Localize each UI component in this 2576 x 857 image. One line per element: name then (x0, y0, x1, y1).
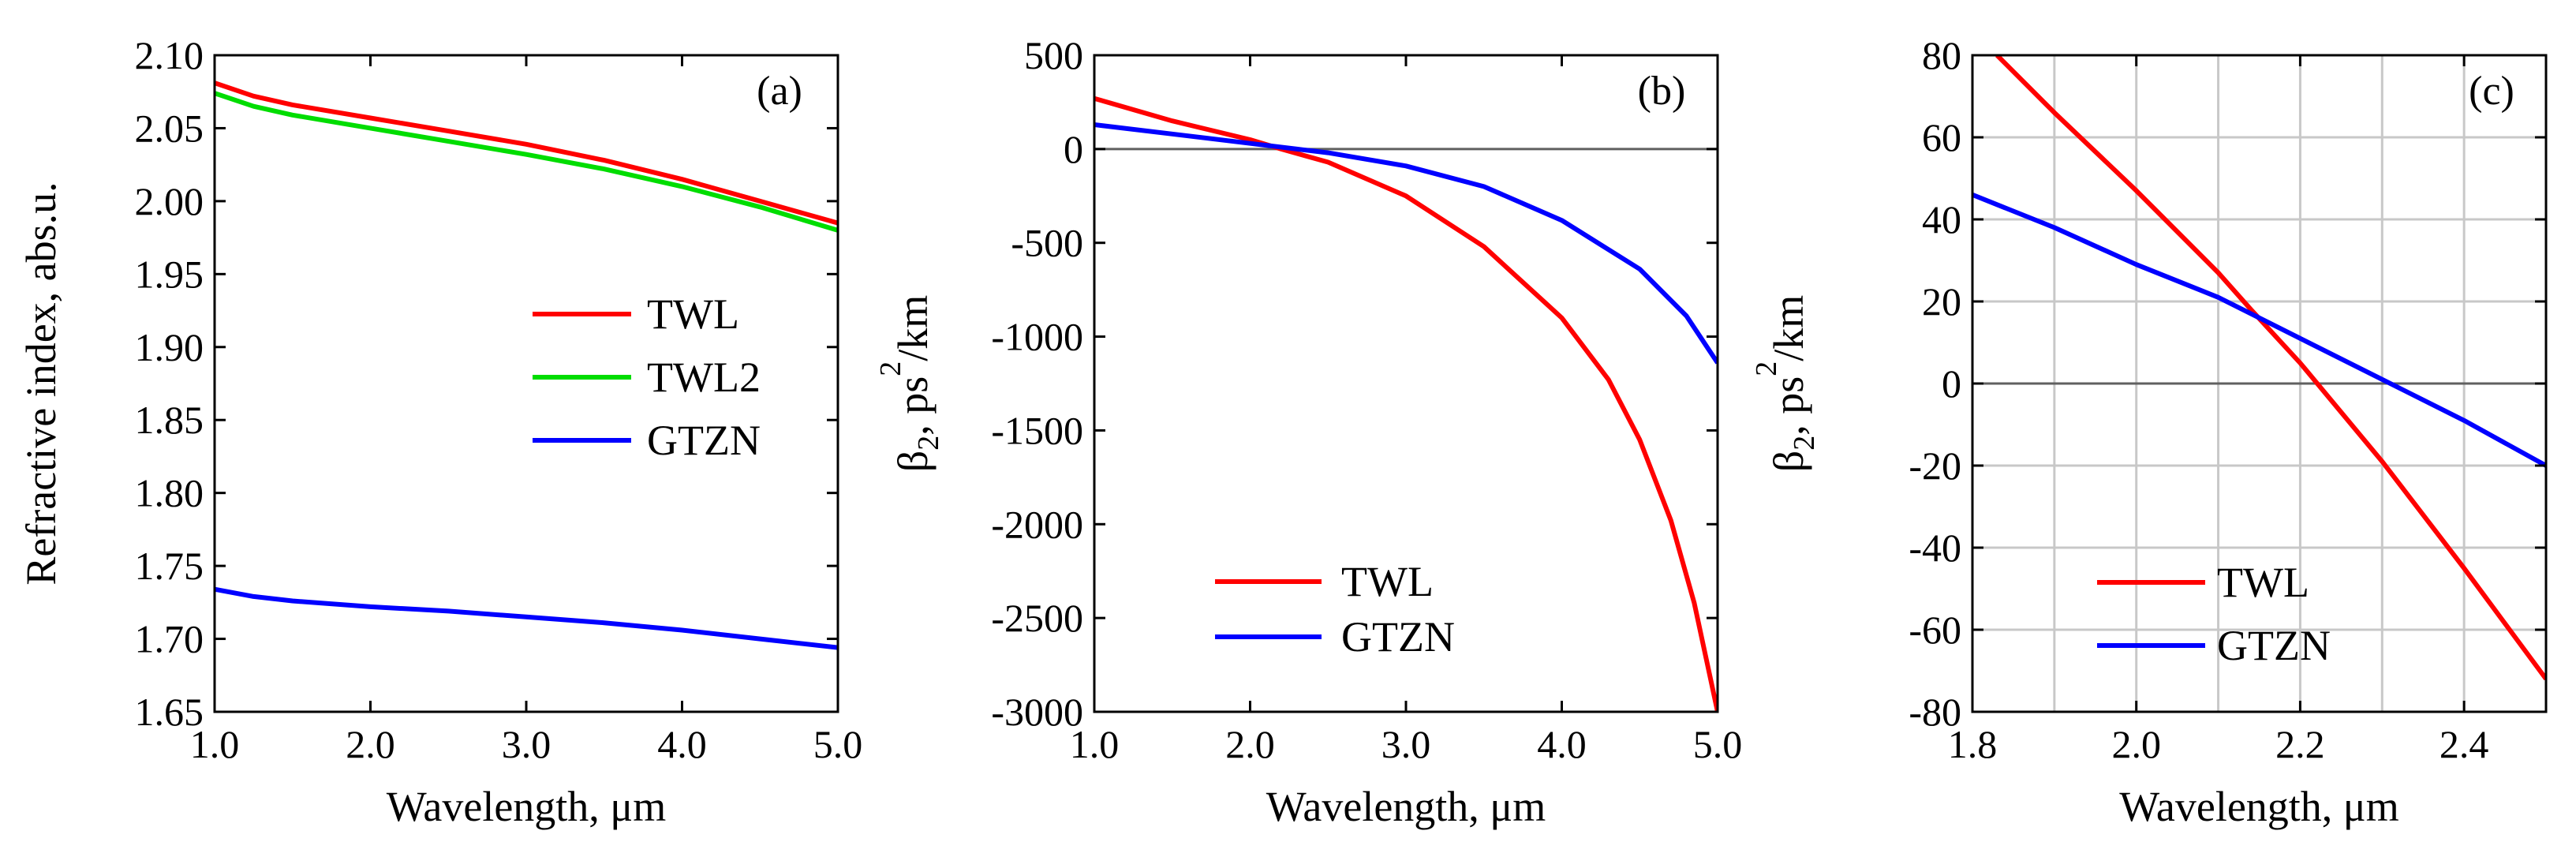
panel-a-ytick-label: 2.10 (135, 33, 204, 77)
panel-c-xlabel: Wavelength, μm (2119, 783, 2399, 830)
panel-b-ytick-label: -1500 (991, 408, 1083, 452)
panel-a-xtick-label: 1.0 (190, 722, 240, 766)
panel-a-ytick-label: 1.85 (135, 398, 204, 442)
panel-b-ytick-label: -2000 (991, 502, 1083, 546)
panel-a-series-gtzn (215, 586, 838, 650)
panel-c-ytick-label: 40 (1922, 197, 1961, 241)
panel-c-ytick-label: 20 (1922, 279, 1961, 324)
panel-c-ylabel-part: β (1765, 451, 1812, 472)
panel-a-xtick-label: 4.0 (657, 722, 707, 766)
panel-c-ytick-label: -80 (1909, 690, 1961, 734)
panel-c-ytick-label: 60 (1922, 115, 1961, 159)
panel-b-ylabel-part: , ps (889, 376, 937, 436)
panel-b-ylabel: β2, ps2/km (874, 295, 945, 473)
panel-a-xtick-label: 5.0 (813, 722, 863, 766)
panel-a-xlabel: Wavelength, μm (387, 783, 667, 830)
panel-b-xtick-label: 2.0 (1225, 722, 1275, 766)
panel-a-ytick-label: 2.05 (135, 106, 204, 150)
panel-b-ytick-label: -500 (1011, 221, 1083, 265)
panel-a-ytick-label: 2.00 (135, 179, 204, 223)
panel-c-ylabel: β2, ps2/km (1750, 295, 1821, 473)
panel-b-xtick-label: 5.0 (1693, 722, 1743, 766)
panel-b-xtick-label: 4.0 (1537, 722, 1587, 766)
panel-c-xtick-label: 2.2 (2275, 722, 2325, 766)
panel-a: 1.0 2.0 3.0 4.0 5.0 1.65 1.70 1.75 1.80 1.85 1.90 1… (17, 33, 862, 830)
panel-a-ytick-label: 1.75 (135, 544, 204, 588)
panel-a-xtick-label: 2.0 (346, 722, 395, 766)
panel-c-ylabel-part: , ps (1765, 376, 1812, 436)
panel-b-xtick-label: 3.0 (1381, 722, 1431, 766)
panel-c-ylabel-part: 2 (1788, 436, 1821, 451)
panel-b-legend-label-gtzn: GTZN (1341, 613, 1455, 661)
panel-b-xtick-label: 1.0 (1070, 722, 1120, 766)
panel-c-ytick-label: -40 (1909, 526, 1961, 570)
panel-b-series-twl (1094, 95, 1718, 712)
panel-b-ylabel-part: /km (889, 295, 937, 361)
panel-a-ytick-label: 1.65 (135, 690, 204, 734)
panel-b-legend-label-twl: TWL (1341, 558, 1434, 605)
panel-b-ytick-label: 500 (1024, 33, 1083, 77)
panel-c-series-twl (1995, 55, 2546, 681)
panel-b-ylabel-part: β (889, 451, 937, 472)
panel-a-ytick-label: 1.90 (135, 325, 204, 369)
panel-a-ytick-label: 1.70 (135, 617, 204, 661)
panel-c-ytick-label: 80 (1922, 33, 1961, 77)
panel-c-series-gtzn (1972, 193, 2546, 468)
panel-a-xtick-label: 3.0 (502, 722, 551, 766)
panel-a-ytick-label: 1.95 (135, 252, 204, 296)
panel-a-ytick-label: 1.80 (135, 471, 204, 515)
panel-c-xtick-label: 2.0 (2111, 722, 2161, 766)
panel-a-ylabel: Refractive index, abs.u. (17, 182, 65, 585)
panel-c-tag: (c) (2469, 69, 2514, 114)
panel-c-ytick-label: -20 (1909, 443, 1961, 488)
panel-c-ylabel-part: 2 (1750, 361, 1783, 376)
panel-a-legend-label-gtzn: GTZN (647, 417, 761, 464)
panel-c-ytick-label: -60 (1909, 608, 1961, 652)
panel-b-ytick-label: -3000 (991, 690, 1083, 734)
panel-a-legend-label-twl: TWL (647, 290, 739, 338)
panel-a-series-twl (215, 80, 838, 226)
panel-b-ylabel-part: 2 (874, 361, 907, 376)
panel-b-xlabel: Wavelength, μm (1266, 783, 1546, 830)
panel-a-tag: (a) (757, 69, 802, 114)
panel-c: 1.8 2.0 2.2 2.4 -80 -60 -40 -20 0 20 40 60 80 Wavelen… (1750, 33, 2548, 830)
panel-c-ytick-label: 0 (1942, 361, 1961, 406)
panel-c-legend-label-twl: TWL (2217, 559, 2309, 606)
panel-b-ylabel-part: 2 (912, 436, 945, 451)
panel-a-legend-label-twl2: TWL2 (647, 354, 761, 401)
panel-b-ytick-label: -1000 (991, 315, 1083, 359)
panel-c-xtick-label: 1.8 (1948, 722, 1998, 766)
panel-a-series-twl2 (215, 91, 838, 233)
panel-b-ytick-label: -2500 (991, 596, 1083, 640)
panel-b: 1.0 2.0 3.0 4.0 5.0 -3000 -2500 -2000 -1500 -1000… (874, 33, 1742, 830)
panel-b-tag: (b) (1638, 69, 1686, 114)
panel-c-xtick-label: 2.4 (2440, 722, 2489, 766)
panel-b-series-gtzn (1094, 122, 1718, 365)
panel-b-ytick-label: 0 (1064, 127, 1083, 171)
panel-c-ylabel-part: /km (1765, 295, 1812, 361)
panel-c-legend-label-gtzn: GTZN (2217, 622, 2331, 669)
